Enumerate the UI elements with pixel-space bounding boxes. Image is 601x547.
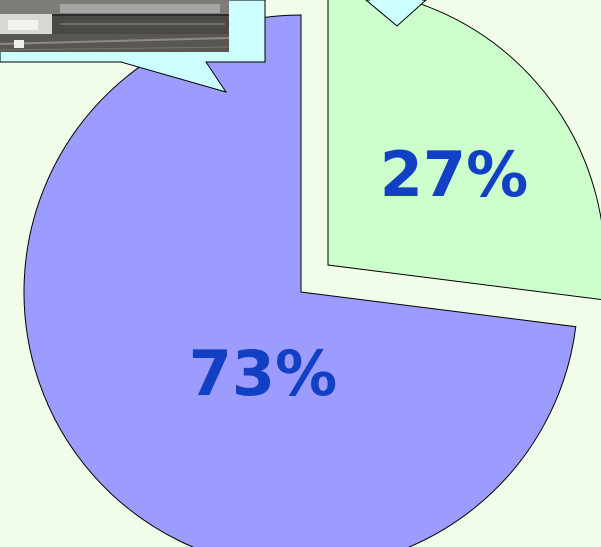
callout-pointer-top — [365, 0, 427, 27]
slice-label-large: 73% — [189, 337, 337, 410]
slice-label-small: 27% — [380, 138, 528, 211]
pie-slice-large — [23, 14, 577, 547]
photo-callout — [0, 0, 266, 93]
pie-slice-small-exploded — [327, 0, 601, 300]
train-photo — [0, 0, 230, 52]
